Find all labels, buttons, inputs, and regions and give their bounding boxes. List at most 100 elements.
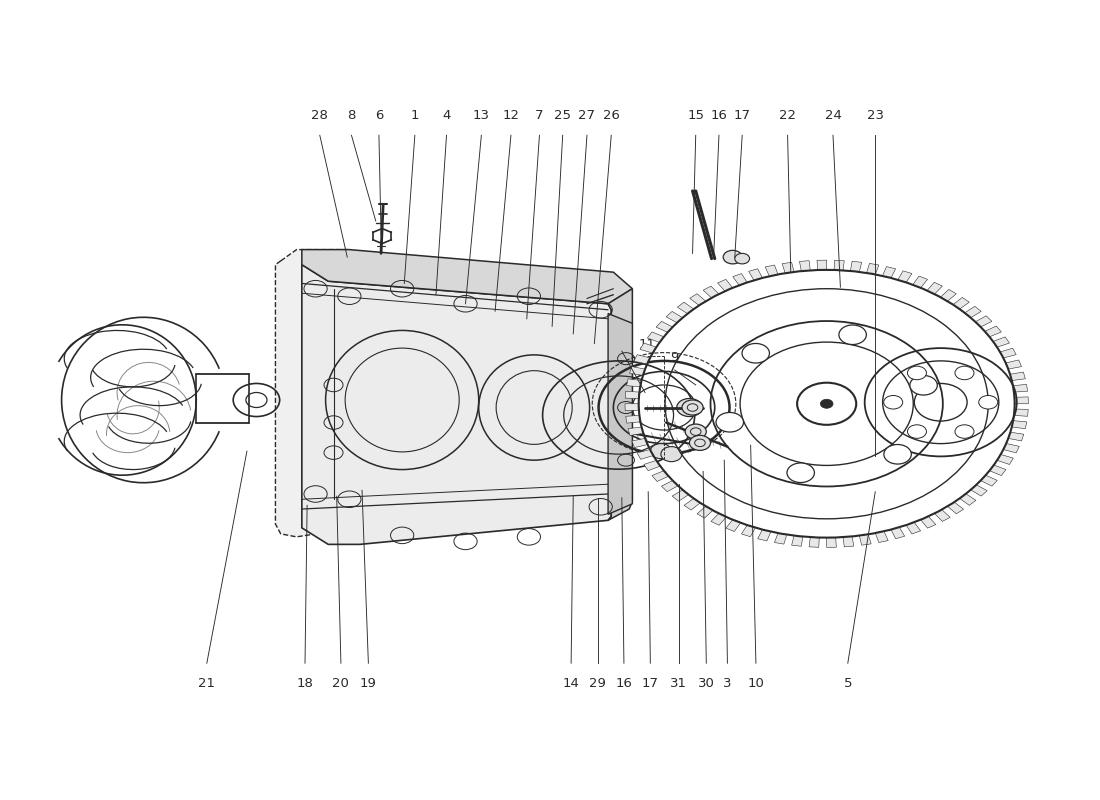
Polygon shape bbox=[672, 490, 689, 502]
Polygon shape bbox=[661, 481, 678, 492]
Circle shape bbox=[742, 343, 770, 363]
Polygon shape bbox=[1009, 432, 1024, 441]
Text: 29: 29 bbox=[590, 677, 606, 690]
Text: 4: 4 bbox=[442, 109, 451, 122]
Text: 15: 15 bbox=[688, 109, 704, 122]
Text: 13: 13 bbox=[473, 109, 490, 122]
Text: 22: 22 bbox=[779, 109, 796, 122]
Polygon shape bbox=[993, 337, 1010, 347]
Circle shape bbox=[682, 400, 703, 415]
Text: 14: 14 bbox=[563, 677, 580, 690]
Polygon shape bbox=[628, 427, 643, 435]
Polygon shape bbox=[792, 535, 803, 546]
Text: 20: 20 bbox=[332, 677, 350, 690]
Text: 7: 7 bbox=[536, 109, 543, 122]
Polygon shape bbox=[749, 269, 762, 280]
Polygon shape bbox=[625, 391, 639, 398]
Text: 11: 11 bbox=[639, 338, 656, 351]
Polygon shape bbox=[608, 314, 632, 514]
Polygon shape bbox=[850, 262, 861, 272]
Polygon shape bbox=[782, 262, 794, 274]
Text: 8: 8 bbox=[348, 109, 355, 122]
Polygon shape bbox=[1000, 348, 1016, 358]
Text: 23: 23 bbox=[867, 109, 883, 122]
Polygon shape bbox=[817, 260, 827, 270]
Text: 21: 21 bbox=[198, 677, 216, 690]
Circle shape bbox=[979, 395, 998, 409]
Polygon shape bbox=[1014, 409, 1028, 416]
Polygon shape bbox=[717, 279, 733, 291]
Polygon shape bbox=[953, 298, 969, 309]
Polygon shape bbox=[648, 332, 664, 342]
Polygon shape bbox=[947, 502, 964, 514]
Polygon shape bbox=[631, 438, 648, 447]
Polygon shape bbox=[1010, 372, 1025, 381]
Polygon shape bbox=[766, 265, 778, 276]
Text: 6: 6 bbox=[375, 109, 383, 122]
Circle shape bbox=[883, 395, 903, 409]
Circle shape bbox=[908, 425, 926, 438]
Polygon shape bbox=[940, 290, 956, 302]
Circle shape bbox=[685, 424, 706, 439]
Polygon shape bbox=[976, 316, 992, 327]
Text: 25: 25 bbox=[554, 109, 571, 122]
Text: 26: 26 bbox=[603, 109, 619, 122]
Polygon shape bbox=[913, 276, 927, 288]
Text: 19: 19 bbox=[360, 677, 377, 690]
Circle shape bbox=[650, 444, 671, 458]
Text: 12: 12 bbox=[503, 109, 519, 122]
Polygon shape bbox=[703, 286, 719, 298]
Text: 18: 18 bbox=[297, 677, 313, 690]
Polygon shape bbox=[965, 306, 981, 318]
Text: 3: 3 bbox=[723, 677, 732, 690]
Polygon shape bbox=[859, 534, 871, 546]
Polygon shape bbox=[876, 531, 888, 542]
Polygon shape bbox=[1003, 443, 1020, 453]
Text: 16: 16 bbox=[616, 677, 632, 690]
Polygon shape bbox=[625, 404, 639, 410]
Text: 10: 10 bbox=[748, 677, 764, 690]
Text: 1: 1 bbox=[410, 109, 419, 122]
Polygon shape bbox=[827, 538, 836, 547]
Polygon shape bbox=[637, 450, 653, 459]
Polygon shape bbox=[774, 533, 786, 544]
Polygon shape bbox=[997, 454, 1013, 465]
Polygon shape bbox=[684, 498, 701, 510]
Text: 27: 27 bbox=[579, 109, 595, 122]
Polygon shape bbox=[275, 250, 612, 537]
Text: 2: 2 bbox=[617, 338, 626, 351]
Text: 28: 28 bbox=[311, 109, 328, 122]
Circle shape bbox=[884, 445, 911, 464]
Polygon shape bbox=[629, 366, 645, 375]
Circle shape bbox=[661, 446, 682, 462]
Circle shape bbox=[716, 413, 744, 432]
Circle shape bbox=[735, 254, 749, 264]
Polygon shape bbox=[301, 250, 632, 304]
Circle shape bbox=[821, 399, 833, 408]
Circle shape bbox=[786, 463, 814, 482]
Polygon shape bbox=[984, 326, 1001, 337]
Polygon shape bbox=[867, 263, 879, 274]
Polygon shape bbox=[843, 536, 854, 547]
Circle shape bbox=[839, 325, 867, 345]
Polygon shape bbox=[891, 527, 904, 538]
Circle shape bbox=[723, 250, 743, 264]
Polygon shape bbox=[758, 530, 771, 541]
Polygon shape bbox=[959, 494, 976, 506]
Polygon shape bbox=[667, 311, 683, 322]
Polygon shape bbox=[640, 343, 657, 353]
Polygon shape bbox=[627, 379, 641, 387]
Text: 31: 31 bbox=[670, 677, 688, 690]
Circle shape bbox=[955, 366, 974, 380]
Polygon shape bbox=[898, 271, 912, 282]
Polygon shape bbox=[1013, 384, 1027, 392]
Polygon shape bbox=[741, 525, 756, 537]
Polygon shape bbox=[970, 485, 987, 496]
Circle shape bbox=[955, 425, 974, 438]
Polygon shape bbox=[921, 516, 936, 528]
Polygon shape bbox=[644, 460, 660, 470]
Polygon shape bbox=[697, 506, 713, 518]
Polygon shape bbox=[800, 261, 811, 271]
Polygon shape bbox=[834, 260, 845, 270]
Polygon shape bbox=[1005, 360, 1022, 369]
